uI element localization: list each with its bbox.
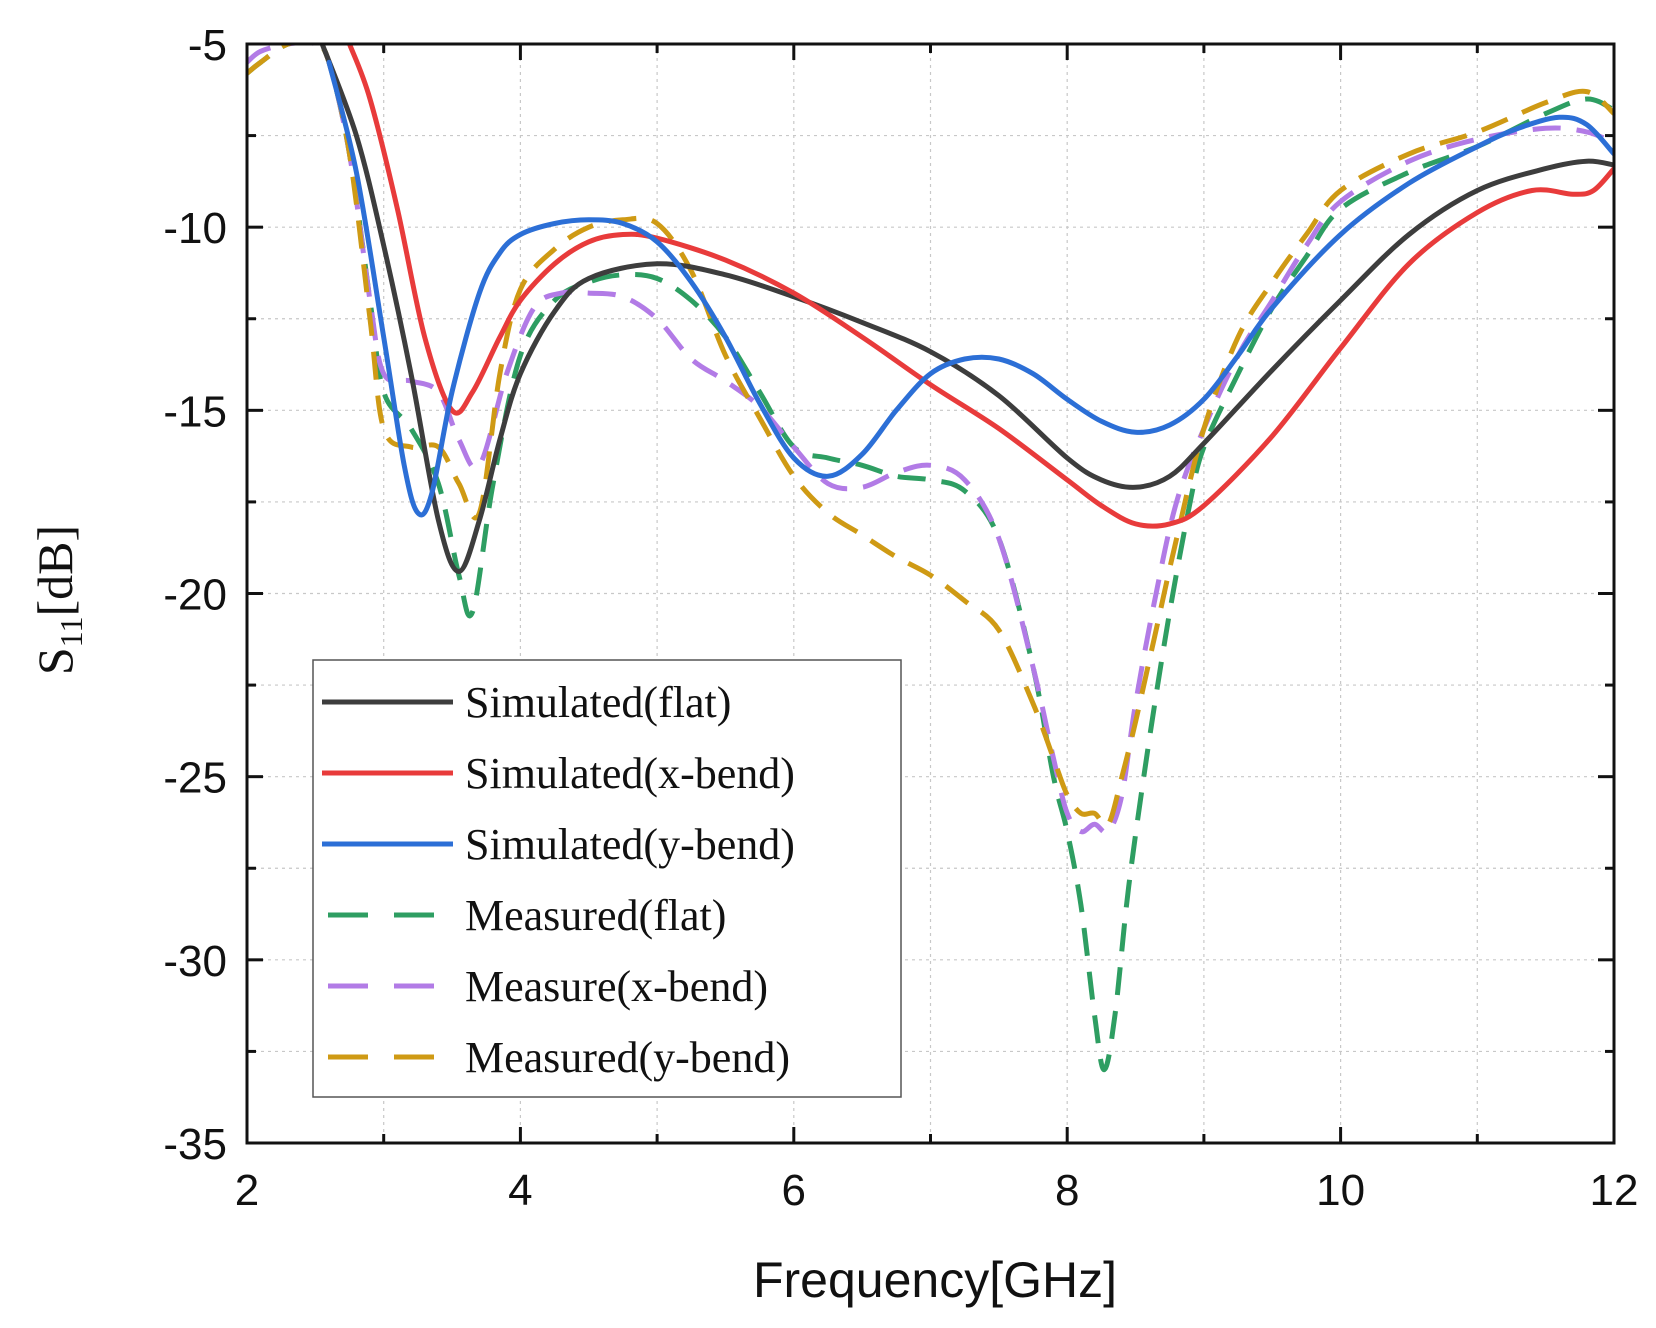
legend-label-measured-y-bend: Measured(y-bend) [465,1033,790,1082]
series-line-measured-y-bend [247,44,1614,829]
x-tick-label: 6 [782,1166,806,1215]
x-tick-label: 12 [1590,1166,1639,1215]
x-tick-label: 8 [1055,1166,1079,1215]
y-tick-label: -30 [163,937,227,986]
legend-label-simulated-x-bend: Simulated(x-bend) [465,749,795,798]
grid-lines [247,44,1614,1143]
y-tick-label: -25 [163,754,227,803]
legend-items: Simulated(flat) Simulated(x-bend) Simulate… [322,678,795,1082]
x-tick-label: 10 [1316,1166,1365,1215]
series-line-simulated-flat [319,44,1614,574]
y-axis-title: S11[dB] [27,525,89,675]
x-tick-label: 4 [508,1166,532,1215]
series-line-simulated-x-bend [347,44,1614,529]
y-axis-title-main: S [27,647,83,675]
x-axis-title: Frequency[GHz] [753,1252,1117,1308]
y-tick-label: -5 [188,21,227,70]
legend-label-measured-flat: Measured(flat) [465,891,726,940]
series-line-simulated-y-bend [326,59,1614,518]
x-tick-label: 2 [235,1166,259,1215]
y-tick-label: -35 [163,1120,227,1169]
y-tick-label: -15 [163,387,227,436]
legend: Simulated(flat) Simulated(x-bend) Simulate… [312,659,902,1098]
y-axis-title-unit: [dB] [27,525,83,617]
legend-box [312,659,902,1098]
legend-label-measure-x-bend: Measure(x-bend) [465,962,768,1011]
series-layer [247,44,1614,1073]
y-tick-label: -10 [163,204,227,253]
axis-ticks [245,42,1616,1145]
y-tick-labels: -5 -10 -15 -20 -25 -30 -35 [163,21,227,1169]
series-line-measured-flat [247,44,1614,1073]
legend-label-simulated-flat: Simulated(flat) [465,678,731,727]
y-tick-label: -20 [163,571,227,620]
x-tick-labels: 2 4 6 8 10 12 [235,1166,1639,1215]
legend-label-simulated-y-bend: Simulated(y-bend) [465,820,795,869]
y-axis-title-sub: 11 [53,617,89,648]
